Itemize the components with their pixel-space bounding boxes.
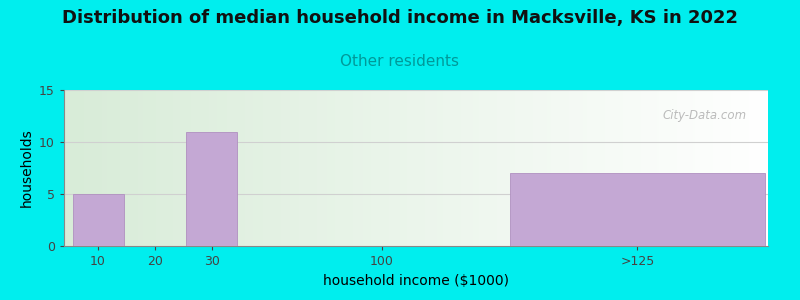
Text: City-Data.com: City-Data.com: [662, 109, 747, 122]
X-axis label: household income ($1000): household income ($1000): [323, 274, 509, 288]
Bar: [186, 132, 237, 246]
Text: Distribution of median household income in Macksville, KS in 2022: Distribution of median household income …: [62, 9, 738, 27]
Bar: [510, 173, 765, 246]
Text: Other residents: Other residents: [341, 54, 459, 69]
Y-axis label: households: households: [19, 129, 34, 207]
Bar: [73, 194, 124, 246]
